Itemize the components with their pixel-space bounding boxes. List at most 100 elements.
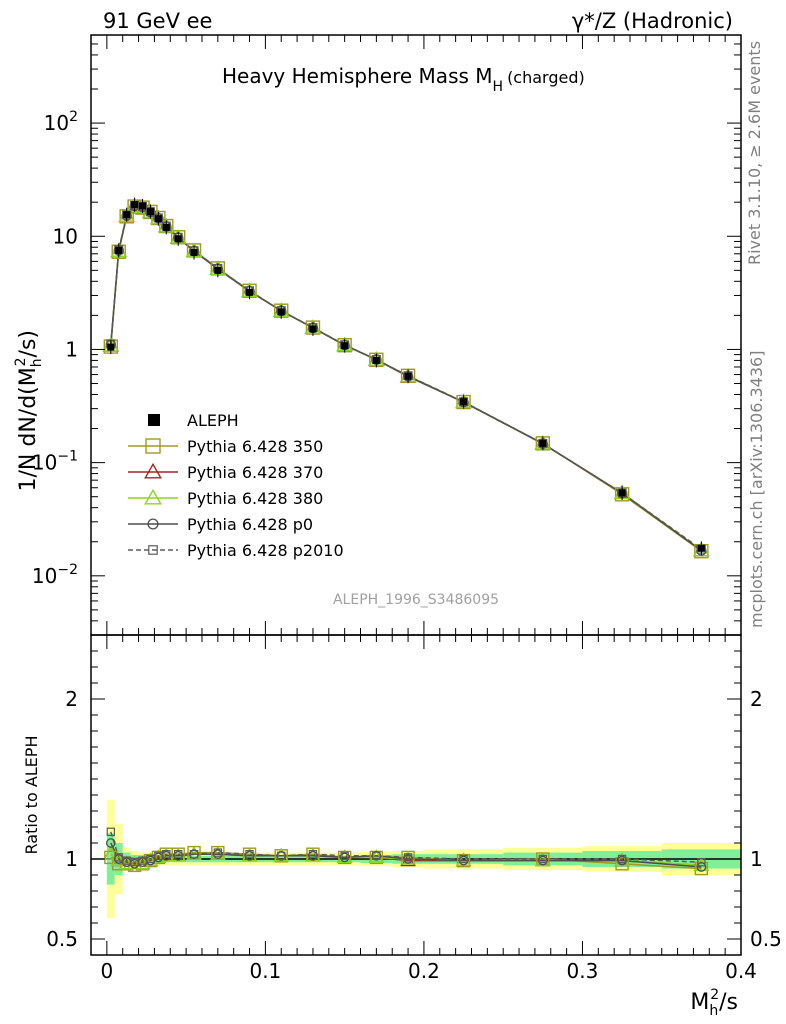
legend-marker <box>144 488 162 505</box>
legend-marker <box>145 438 161 454</box>
rivet-label: Rivet 3.1.10, ≥ 2.6M events <box>745 41 764 265</box>
data-point <box>277 308 285 316</box>
ratio-series-4-point <box>403 853 413 862</box>
y-tick-label: 10 <box>53 224 78 248</box>
legend-label: Pythia 6.428 p2010 <box>187 541 344 560</box>
ratio-series-4-point <box>340 851 349 861</box>
y-tick-label: 102 <box>44 109 78 135</box>
xlabel-text: M <box>690 990 709 1015</box>
xlabel-sub: h <box>709 1003 718 1019</box>
legend: ALEPH Pythia 6.428 350 Pythia 6.428 370 Pyt… <box>128 411 344 560</box>
y-tick-base: 10 <box>32 564 57 588</box>
data-point <box>309 325 317 333</box>
header-right: γ*/Z (Hadronic) <box>572 9 733 33</box>
main-data-points <box>107 197 705 556</box>
ratio-series-4-point <box>146 854 155 864</box>
ratio-series-4-point <box>122 856 131 865</box>
ratio-series-4-point <box>154 851 163 861</box>
ratio-y-tick-label-right: 0.5 <box>750 927 782 951</box>
data-point <box>214 266 222 274</box>
y-tick-label: 10−1 <box>32 449 78 475</box>
legend-label: Pythia 6.428 370 <box>187 463 323 482</box>
header-left: 91 GeV ee <box>103 9 212 33</box>
ratio-series-4-point <box>189 849 199 859</box>
ratio-series-4-point <box>106 827 116 837</box>
ratio-y-tick-label: 2 <box>65 687 78 711</box>
ratio-frame <box>90 634 742 956</box>
main-ylabel: 1/N dN/d(Mh2/s) <box>13 330 45 492</box>
ratio-markers <box>103 827 710 876</box>
ratio-series-4-point <box>138 856 147 865</box>
ratio-series-4-point <box>697 857 706 867</box>
y-tick-exp: −2 <box>57 562 78 578</box>
title-sub: H <box>493 79 504 95</box>
data-point <box>174 235 182 243</box>
x-tick-label: 0.3 <box>567 959 599 983</box>
ratio-series-3-point <box>105 838 116 848</box>
data-point <box>341 342 349 350</box>
data-point <box>139 202 147 210</box>
ratio-series-lines <box>110 831 702 870</box>
legend-label: Pythia 6.428 p0 <box>187 515 313 534</box>
data-point <box>697 544 705 552</box>
legend-marker <box>148 545 158 555</box>
ratio-panel: 0.5 0.5 1 1 2 2 0 0.1 0.2 0.3 0.4 Ratio to ALEPH M… <box>22 634 782 1019</box>
ratio-axes: 0.5 0.5 1 1 2 2 0 0.1 0.2 0.3 0.4 <box>46 635 782 983</box>
y-tick-base: 10 <box>44 111 69 135</box>
data-point <box>162 223 170 231</box>
ratio-xlabel: Mh2/s <box>690 987 738 1019</box>
data-point <box>618 489 626 497</box>
data-point <box>115 246 123 254</box>
ratio-y-tick-label: 1 <box>65 847 78 871</box>
ratio-series-4-point <box>162 849 171 859</box>
data-point <box>190 248 198 256</box>
title-text: Heavy Hemisphere Mass M <box>222 64 493 88</box>
x-tick-label: 0.4 <box>725 959 757 983</box>
mcplots-label: mcplots.cern.ch [arXiv:1306.3436] <box>747 351 766 628</box>
watermark: ALEPH_1996_S3486095 <box>333 592 499 608</box>
y-tick-label: 10−2 <box>32 562 78 588</box>
title-suffix: (charged) <box>507 68 585 87</box>
ratio-y-tick-label-right: 2 <box>750 687 763 711</box>
data-point <box>123 211 131 219</box>
y-tick-base: 10 <box>32 451 57 475</box>
ratio-series-2-point <box>103 846 119 860</box>
ratio-line-3 <box>110 842 702 868</box>
ylabel-sub: h <box>29 358 45 367</box>
ratio-series-4-point <box>173 849 183 859</box>
ratio-series-4-point <box>308 849 318 859</box>
data-point <box>146 208 154 216</box>
data-point <box>154 215 162 223</box>
y-tick-label: 1 <box>65 337 78 361</box>
ratio-line-4 <box>110 831 702 863</box>
xlabel-tail: /s <box>719 990 738 1015</box>
ratio-series-4-point <box>459 854 468 864</box>
legend-marker <box>147 518 159 530</box>
y-tick-base: 1 <box>65 337 78 361</box>
xlabel-sup: 2 <box>710 987 719 1003</box>
data-point <box>372 356 380 364</box>
ylabel-sup: 2 <box>13 357 29 366</box>
ratio-y-tick-label-right: 1 <box>750 847 763 871</box>
ratio-series-4-point <box>114 853 123 862</box>
ylabel-tail: /s) <box>16 330 41 357</box>
ratio-y-tick-label: 0.5 <box>46 927 78 951</box>
ratio-series-4-point <box>130 857 139 867</box>
data-point <box>460 398 468 406</box>
legend-label: Pythia 6.428 380 <box>187 489 323 508</box>
ratio-series-4-point <box>277 851 286 861</box>
x-tick-label: 0.1 <box>249 959 281 983</box>
ratio-series-3-point <box>696 862 707 872</box>
ratio-series-4-point <box>538 854 548 864</box>
main-title: Heavy Hemisphere Mass MH (charged) <box>222 64 585 95</box>
x-tick-label: 0.2 <box>408 959 440 983</box>
ratio-series-4-point <box>372 851 381 861</box>
ratio-series-3-point <box>617 855 627 866</box>
legend-marker-data <box>148 414 160 426</box>
ylabel-text: 1/N dN/d(M <box>16 367 41 491</box>
y-tick-exp: −1 <box>57 449 78 465</box>
y-tick-exp: 2 <box>69 109 78 125</box>
